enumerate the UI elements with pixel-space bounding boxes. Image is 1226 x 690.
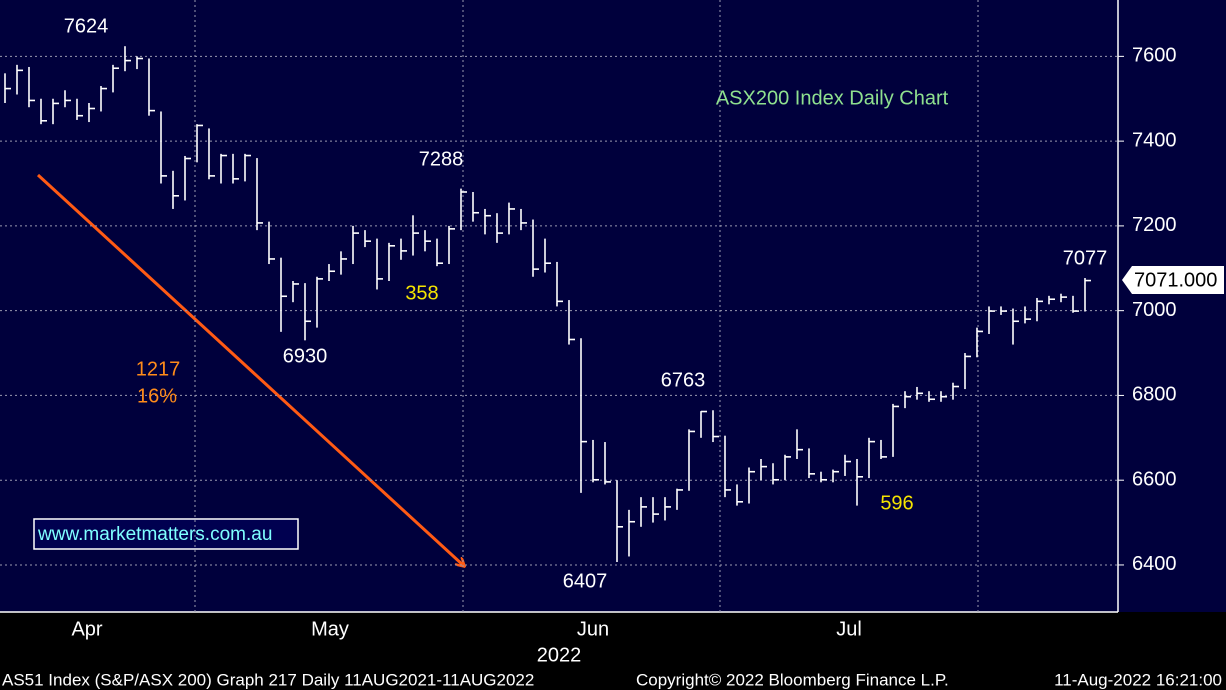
annotation: 6763 <box>661 369 706 391</box>
watermark-box <box>33 518 299 550</box>
plot-background <box>0 0 1226 612</box>
annotation: 1217 <box>136 358 181 380</box>
y-tick-label: 6800 <box>1132 384 1177 406</box>
last-price-box <box>1122 266 1224 294</box>
annotation: 596 <box>880 492 913 514</box>
y-tick-label: 7200 <box>1132 214 1177 236</box>
axis-strip <box>0 612 1226 690</box>
x-sublabel: 2022 <box>537 644 582 666</box>
trend-arrow <box>36 173 464 566</box>
last-price: 7071.000 <box>1134 269 1217 291</box>
annotation: 7624 <box>64 15 109 37</box>
annotation: 7288 <box>419 148 464 170</box>
annotation: 7077 <box>1063 247 1108 269</box>
watermark: www.marketmatters.com.au <box>37 524 272 545</box>
x-tick-label: Jul <box>836 618 862 640</box>
annotation: 6407 <box>563 570 608 592</box>
annotation: 6930 <box>283 345 328 367</box>
chart-title: ASX200 Index Daily Chart <box>716 87 949 109</box>
y-tick-label: 7400 <box>1132 129 1177 151</box>
annotation: 16% <box>137 385 177 407</box>
y-tick-label: 7600 <box>1132 45 1177 67</box>
x-tick-label: Jun <box>577 618 609 640</box>
last-price-tag: 7071.000 <box>1122 266 1224 294</box>
x-tick-label: Apr <box>71 618 102 640</box>
footer-text: Copyright© 2022 Bloomberg Finance L.P. <box>636 670 949 689</box>
x-tick-label: May <box>311 618 349 640</box>
annotation: 358 <box>405 282 438 304</box>
footer-text: AS51 Index (S&P/ASX 200) Graph 217 Daily… <box>2 670 534 689</box>
y-tick-label: 6600 <box>1132 468 1177 490</box>
y-tick-label: 6400 <box>1132 553 1177 575</box>
y-tick-label: 7000 <box>1132 299 1177 321</box>
footer-text: 11-Aug-2022 16:21:00 <box>1054 670 1222 689</box>
